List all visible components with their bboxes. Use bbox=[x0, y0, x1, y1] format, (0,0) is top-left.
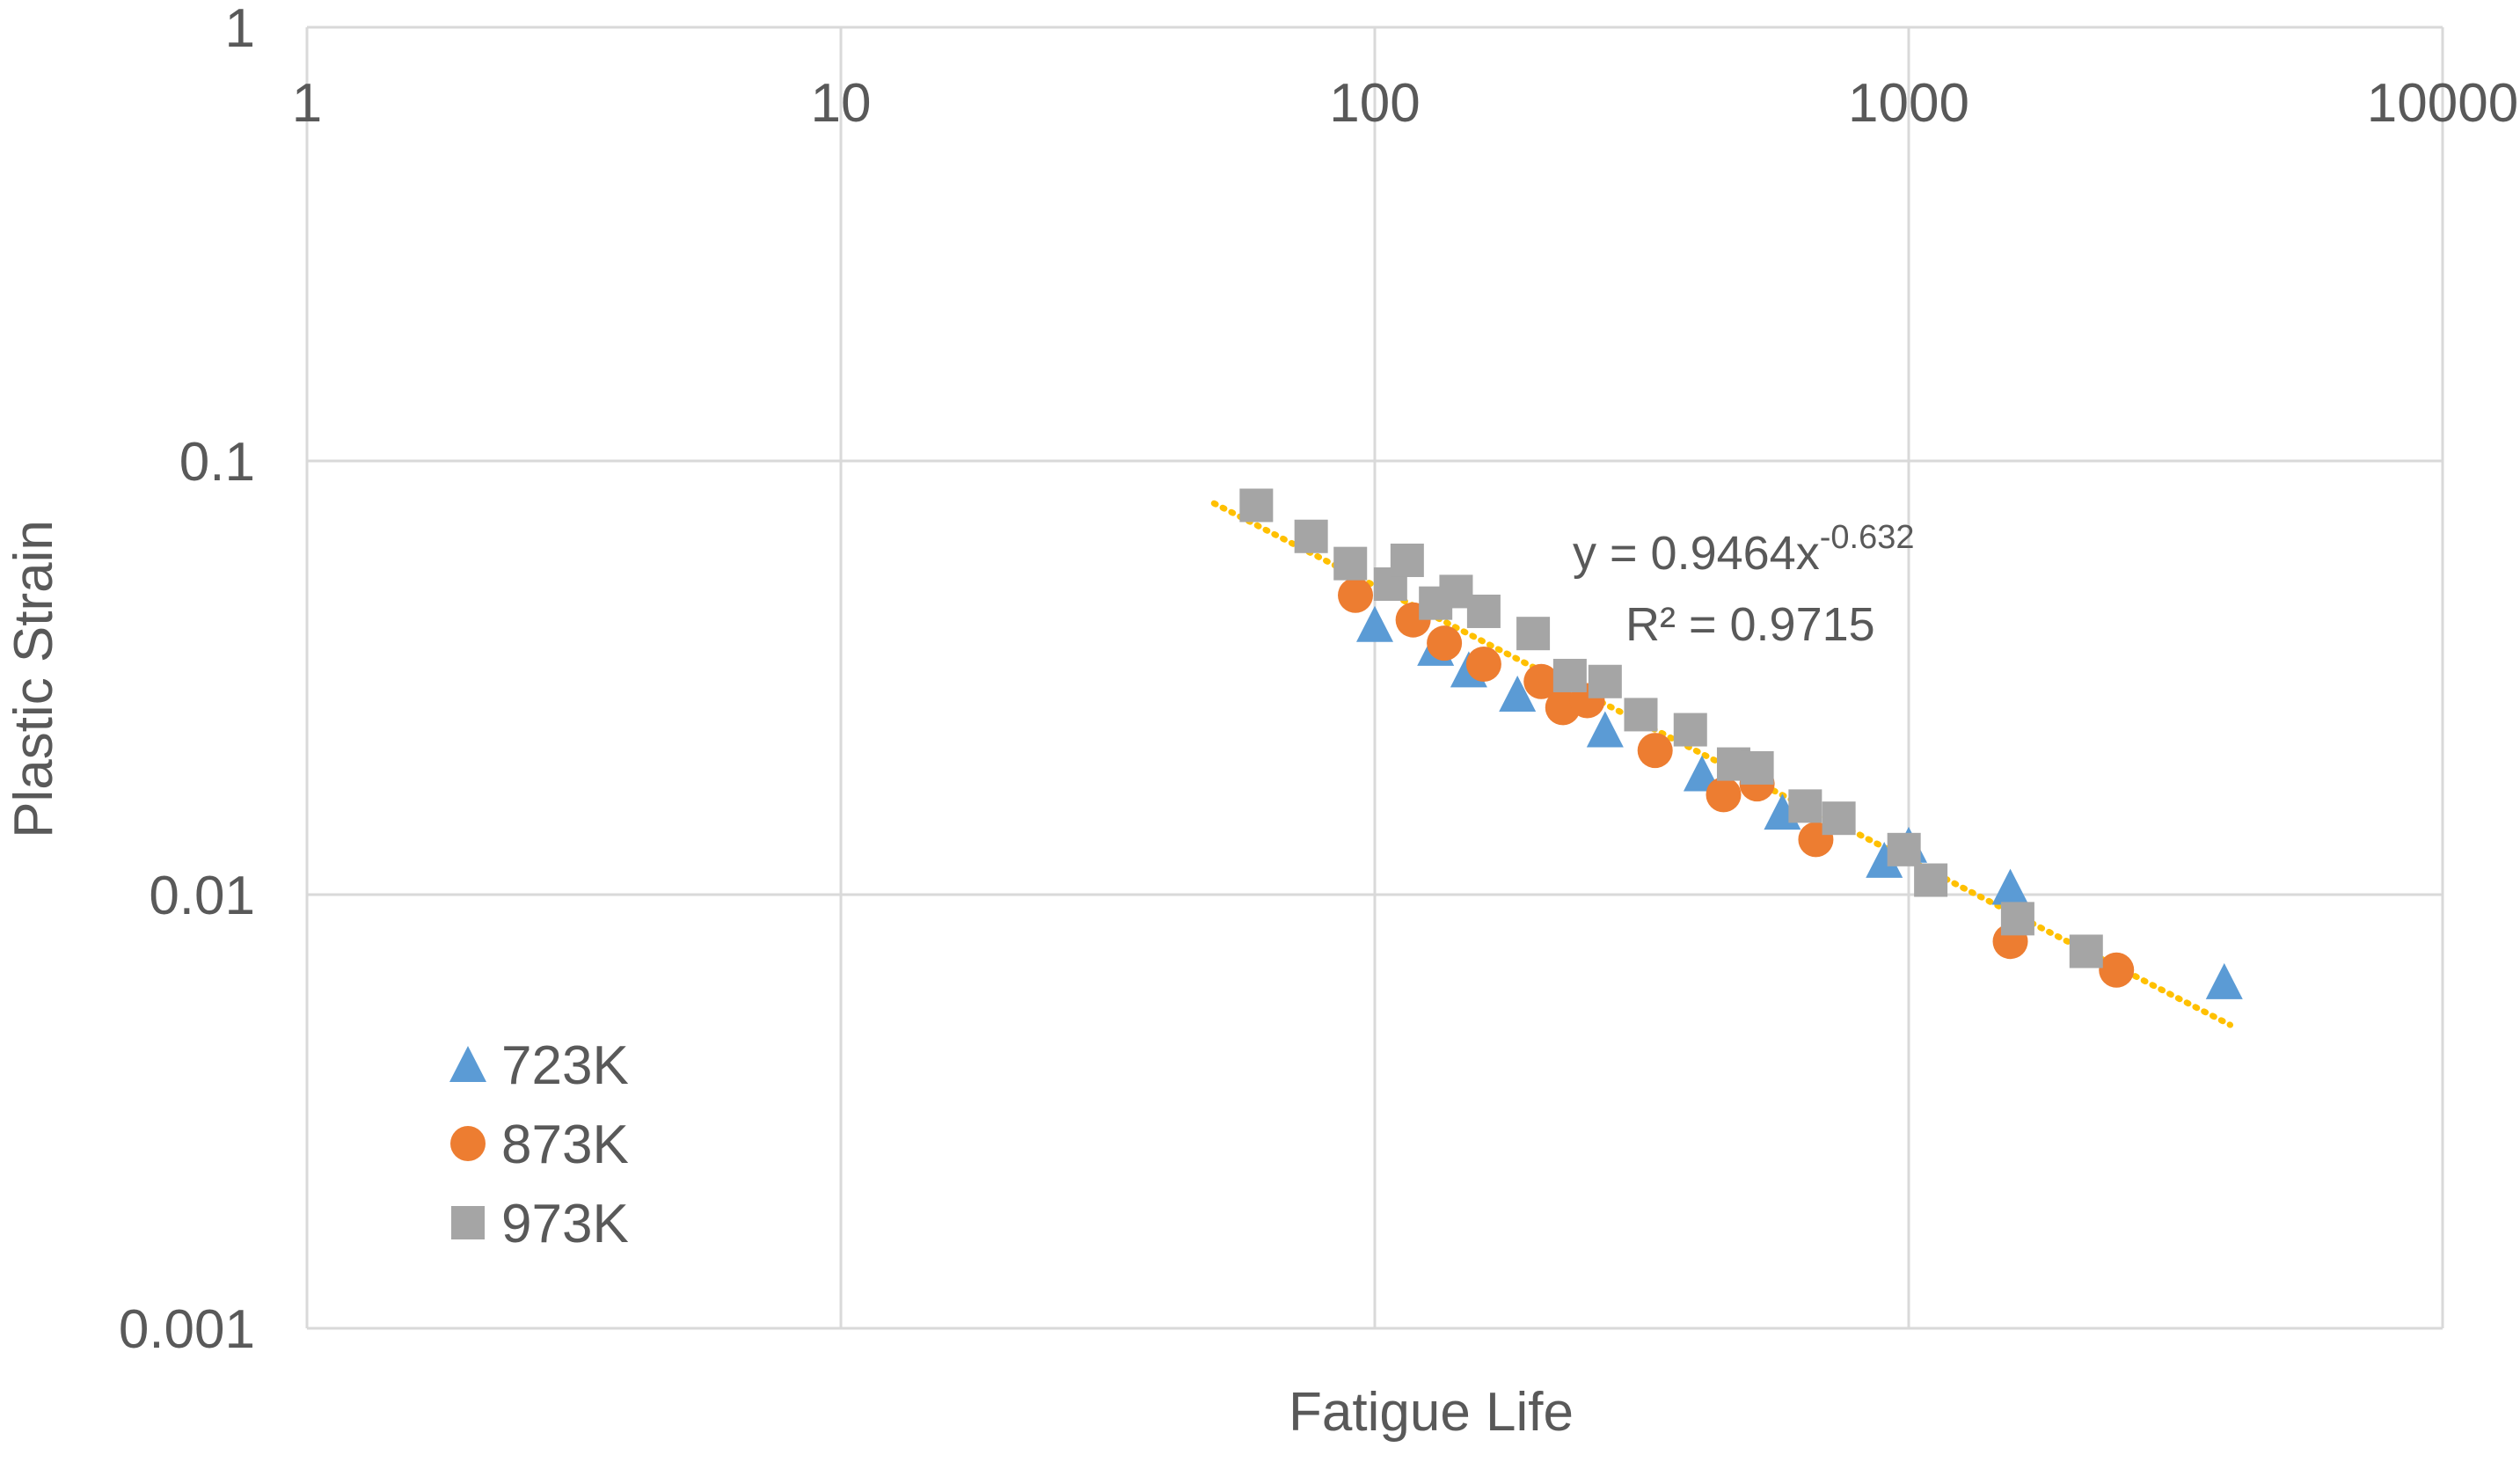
legend-label: 973K bbox=[501, 1194, 629, 1254]
grid-lines bbox=[305, 26, 2444, 1330]
legend-label: 873K bbox=[501, 1115, 629, 1175]
circle-point bbox=[1338, 577, 1374, 613]
triangle-point bbox=[1866, 841, 1903, 878]
legend-label: 723K bbox=[501, 1035, 629, 1096]
square-point bbox=[1887, 832, 1921, 866]
tick-labels: 1 10 100 1000 10000 1 0.1 0.01 0.001 bbox=[119, 0, 2518, 1360]
x-tick-label: 10 bbox=[811, 73, 872, 134]
square-point bbox=[1788, 789, 1822, 823]
x-tick-label: 10000 bbox=[2367, 73, 2518, 134]
square-point bbox=[1239, 488, 1274, 523]
circle-point bbox=[1637, 733, 1673, 769]
series-873k bbox=[1338, 577, 2135, 988]
trendline-equation: y = 0.9464x-0.632 bbox=[1573, 519, 1914, 580]
square-point bbox=[1552, 658, 1587, 692]
y-tick-label: 0.01 bbox=[149, 866, 255, 926]
square-point bbox=[1740, 750, 1774, 785]
data-points bbox=[1239, 488, 2243, 999]
circle-point bbox=[1465, 646, 1501, 682]
triangle-point bbox=[1586, 711, 1624, 748]
legend: 723K 873K 973K bbox=[449, 1035, 629, 1254]
circle-point bbox=[1706, 777, 1742, 813]
square-point bbox=[1333, 546, 1368, 581]
square-point bbox=[1516, 617, 1551, 651]
triangle-point bbox=[2205, 962, 2243, 999]
circle-point bbox=[1427, 625, 1463, 662]
trendline-equation-exponent: -0.632 bbox=[1820, 519, 1915, 556]
square-point bbox=[1673, 713, 1707, 747]
x-tick-label: 100 bbox=[1329, 73, 1420, 134]
legend-marker bbox=[451, 1206, 485, 1239]
y-tick-label: 0.1 bbox=[179, 432, 255, 493]
square-point bbox=[1294, 519, 1328, 553]
triangle-point bbox=[1499, 676, 1537, 712]
square-point bbox=[1390, 543, 1424, 577]
square-point bbox=[1588, 664, 1622, 698]
y-axis-label: Plastic Strain bbox=[4, 520, 64, 838]
triangle-point bbox=[1991, 868, 2029, 905]
trendline-r-squared: R² = 0.9715 bbox=[1625, 598, 1875, 651]
square-point bbox=[1914, 863, 1948, 897]
y-tick-label: 1 bbox=[225, 0, 255, 59]
legend-marker bbox=[450, 1126, 486, 1161]
circle-point bbox=[1523, 663, 1559, 699]
x-axis-label: Fatigue Life bbox=[1289, 1382, 1574, 1443]
square-point bbox=[2000, 902, 2034, 936]
square-point bbox=[2069, 934, 2103, 969]
circle-point bbox=[2099, 952, 2135, 988]
triangle-point bbox=[1356, 605, 1393, 642]
x-tick-label: 1000 bbox=[1848, 73, 1969, 134]
y-tick-label: 0.001 bbox=[119, 1299, 255, 1360]
x-tick-label: 1 bbox=[292, 73, 322, 134]
square-point bbox=[1466, 594, 1501, 628]
trendline-equation-base: y = 0.9464x bbox=[1573, 527, 1820, 580]
legend-marker bbox=[449, 1046, 486, 1082]
square-point bbox=[1624, 698, 1658, 732]
series-973k bbox=[1239, 488, 2103, 969]
square-point bbox=[1822, 801, 1856, 836]
